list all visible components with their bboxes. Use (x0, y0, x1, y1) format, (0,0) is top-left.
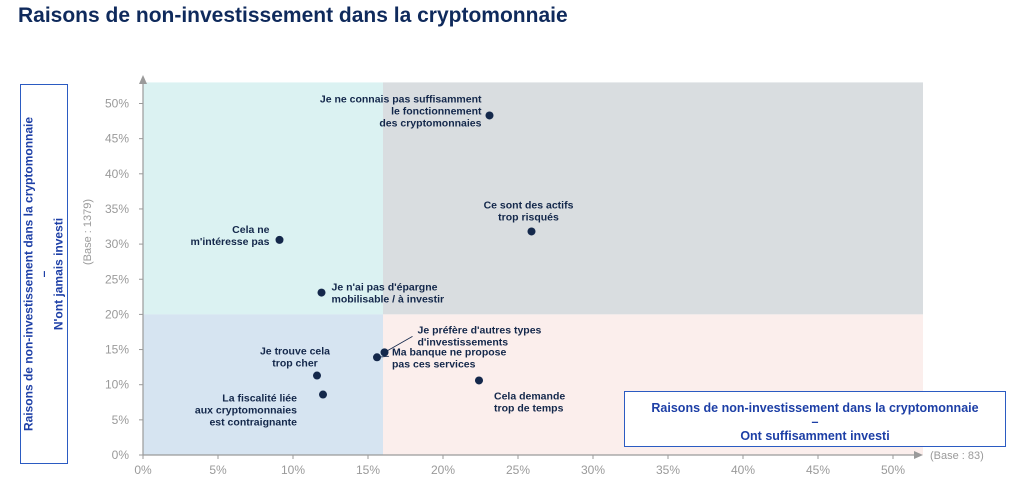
point-label: Je ne connais pas suffisamment le fonctio… (320, 93, 482, 129)
x-axis-label-box: Raisons de non-investissement dans la cr… (624, 391, 1006, 447)
x-tick-label: 15% (356, 463, 380, 477)
x-tick-label: 5% (209, 463, 227, 477)
point-label-line: pas ces services (392, 358, 476, 370)
data-point (317, 288, 326, 297)
label-connector (376, 355, 390, 358)
point-label-line: Cela demande (494, 390, 565, 402)
point-label-line: aux cryptomonnaies (195, 405, 297, 417)
point-label-line: Cela ne (232, 224, 270, 236)
point-label-line: d'investissements (418, 336, 509, 348)
x-axis-label-line3: Ont suffisamment investi (740, 429, 890, 443)
y-tick-label: 5% (112, 413, 130, 427)
y-tick-label: 30% (105, 237, 129, 251)
chart-title: Raisons de non-investissement dans la cr… (18, 4, 568, 27)
point-label: Ce sont des actifs trop risqués (484, 199, 574, 223)
point-label: Je n'ai pas d'épargne mobilisable / à inv… (332, 282, 445, 306)
x-tick-label: 45% (806, 463, 830, 477)
x-tick-label: 25% (506, 463, 530, 477)
quadrant-top-left (143, 82, 383, 315)
point-label-line: est contraignante (209, 417, 297, 429)
y-tick-label: 25% (105, 272, 129, 286)
data-point (313, 371, 321, 380)
point-label-line: le fonctionnement (391, 105, 482, 117)
point-label: Je préfère d'autres types d'investissemen… (418, 324, 542, 348)
point-label-line: trop risqués (498, 211, 559, 223)
point-label: Cela demande trop de temps (494, 390, 565, 414)
data-point (475, 376, 483, 385)
label-connector (384, 336, 413, 353)
x-axis-label-line1: Raisons de non-investissement dans la cr… (651, 401, 979, 415)
data-point (527, 227, 536, 236)
axes (139, 75, 923, 459)
data-point (485, 111, 494, 120)
x-tick-label: 10% (281, 463, 305, 477)
y-tick-label: 15% (105, 343, 129, 357)
point-label: Ma banque ne propose pas ces services (392, 346, 507, 370)
x-axis-base: (Base : 83) (930, 450, 984, 462)
point-label: La fiscalité liée aux cryptomonnaies est c… (195, 393, 297, 429)
y-tick-label: 35% (105, 202, 129, 216)
x-tick-label: 35% (656, 463, 680, 477)
x-tick-label: 0% (134, 463, 152, 477)
point-label-line: m'intéresse pas (191, 236, 270, 248)
point-label-line: trop de temps (494, 402, 564, 414)
quadrant-backgrounds (143, 82, 923, 455)
point-label-line: Je préfère d'autres types (418, 324, 542, 336)
point-label-line: Ce sont des actifs (484, 199, 574, 211)
point-label-line: des cryptomonnaies (379, 117, 481, 129)
point-label-line: Je n'ai pas d'épargne (332, 282, 438, 294)
x-axis-arrow (914, 451, 923, 459)
quadrant-top-right (383, 82, 923, 315)
point-label-line: trop cher (272, 358, 318, 370)
point-label-line: mobilisable / à investir (332, 294, 445, 306)
x-tick-label: 30% (581, 463, 605, 477)
x-tick-label: 40% (731, 463, 755, 477)
y-tick-label: 0% (112, 448, 130, 462)
point-label-line: Je ne connais pas suffisamment (320, 93, 482, 105)
y-axis-label-box: Raisons de non-investissement dans la cr… (20, 84, 68, 464)
x-axis-label-line2: – (811, 415, 819, 429)
y-tick-label: 20% (105, 307, 129, 321)
x-tick-label: 50% (881, 463, 905, 477)
y-axis-arrow (139, 75, 147, 84)
y-tick-label: 10% (105, 378, 129, 392)
point-label: Je trouve cela trop cher (260, 346, 330, 370)
y-tick-label: 40% (105, 167, 129, 181)
data-point (275, 235, 284, 244)
y-tick-label: 45% (105, 132, 129, 146)
point-label-line: La fiscalité liée (222, 393, 297, 405)
tick-labels: 0% 5% 10% 15% 20% 25% 30% 35% 40% 45% 50% 0% 5% 10% 15… (105, 97, 905, 478)
y-tick-label: 50% (105, 97, 129, 111)
data-points: Je ne connais pas suffisamment le fonctio… (191, 93, 574, 428)
data-point (319, 390, 327, 399)
x-tick-label: 20% (431, 463, 455, 477)
point-label-line: Ma banque ne propose (392, 346, 507, 358)
point-label: Cela ne m'intéresse pas (191, 224, 270, 248)
point-label-line: Je trouve cela (260, 346, 330, 358)
quadrant-bottom-left (143, 314, 383, 455)
